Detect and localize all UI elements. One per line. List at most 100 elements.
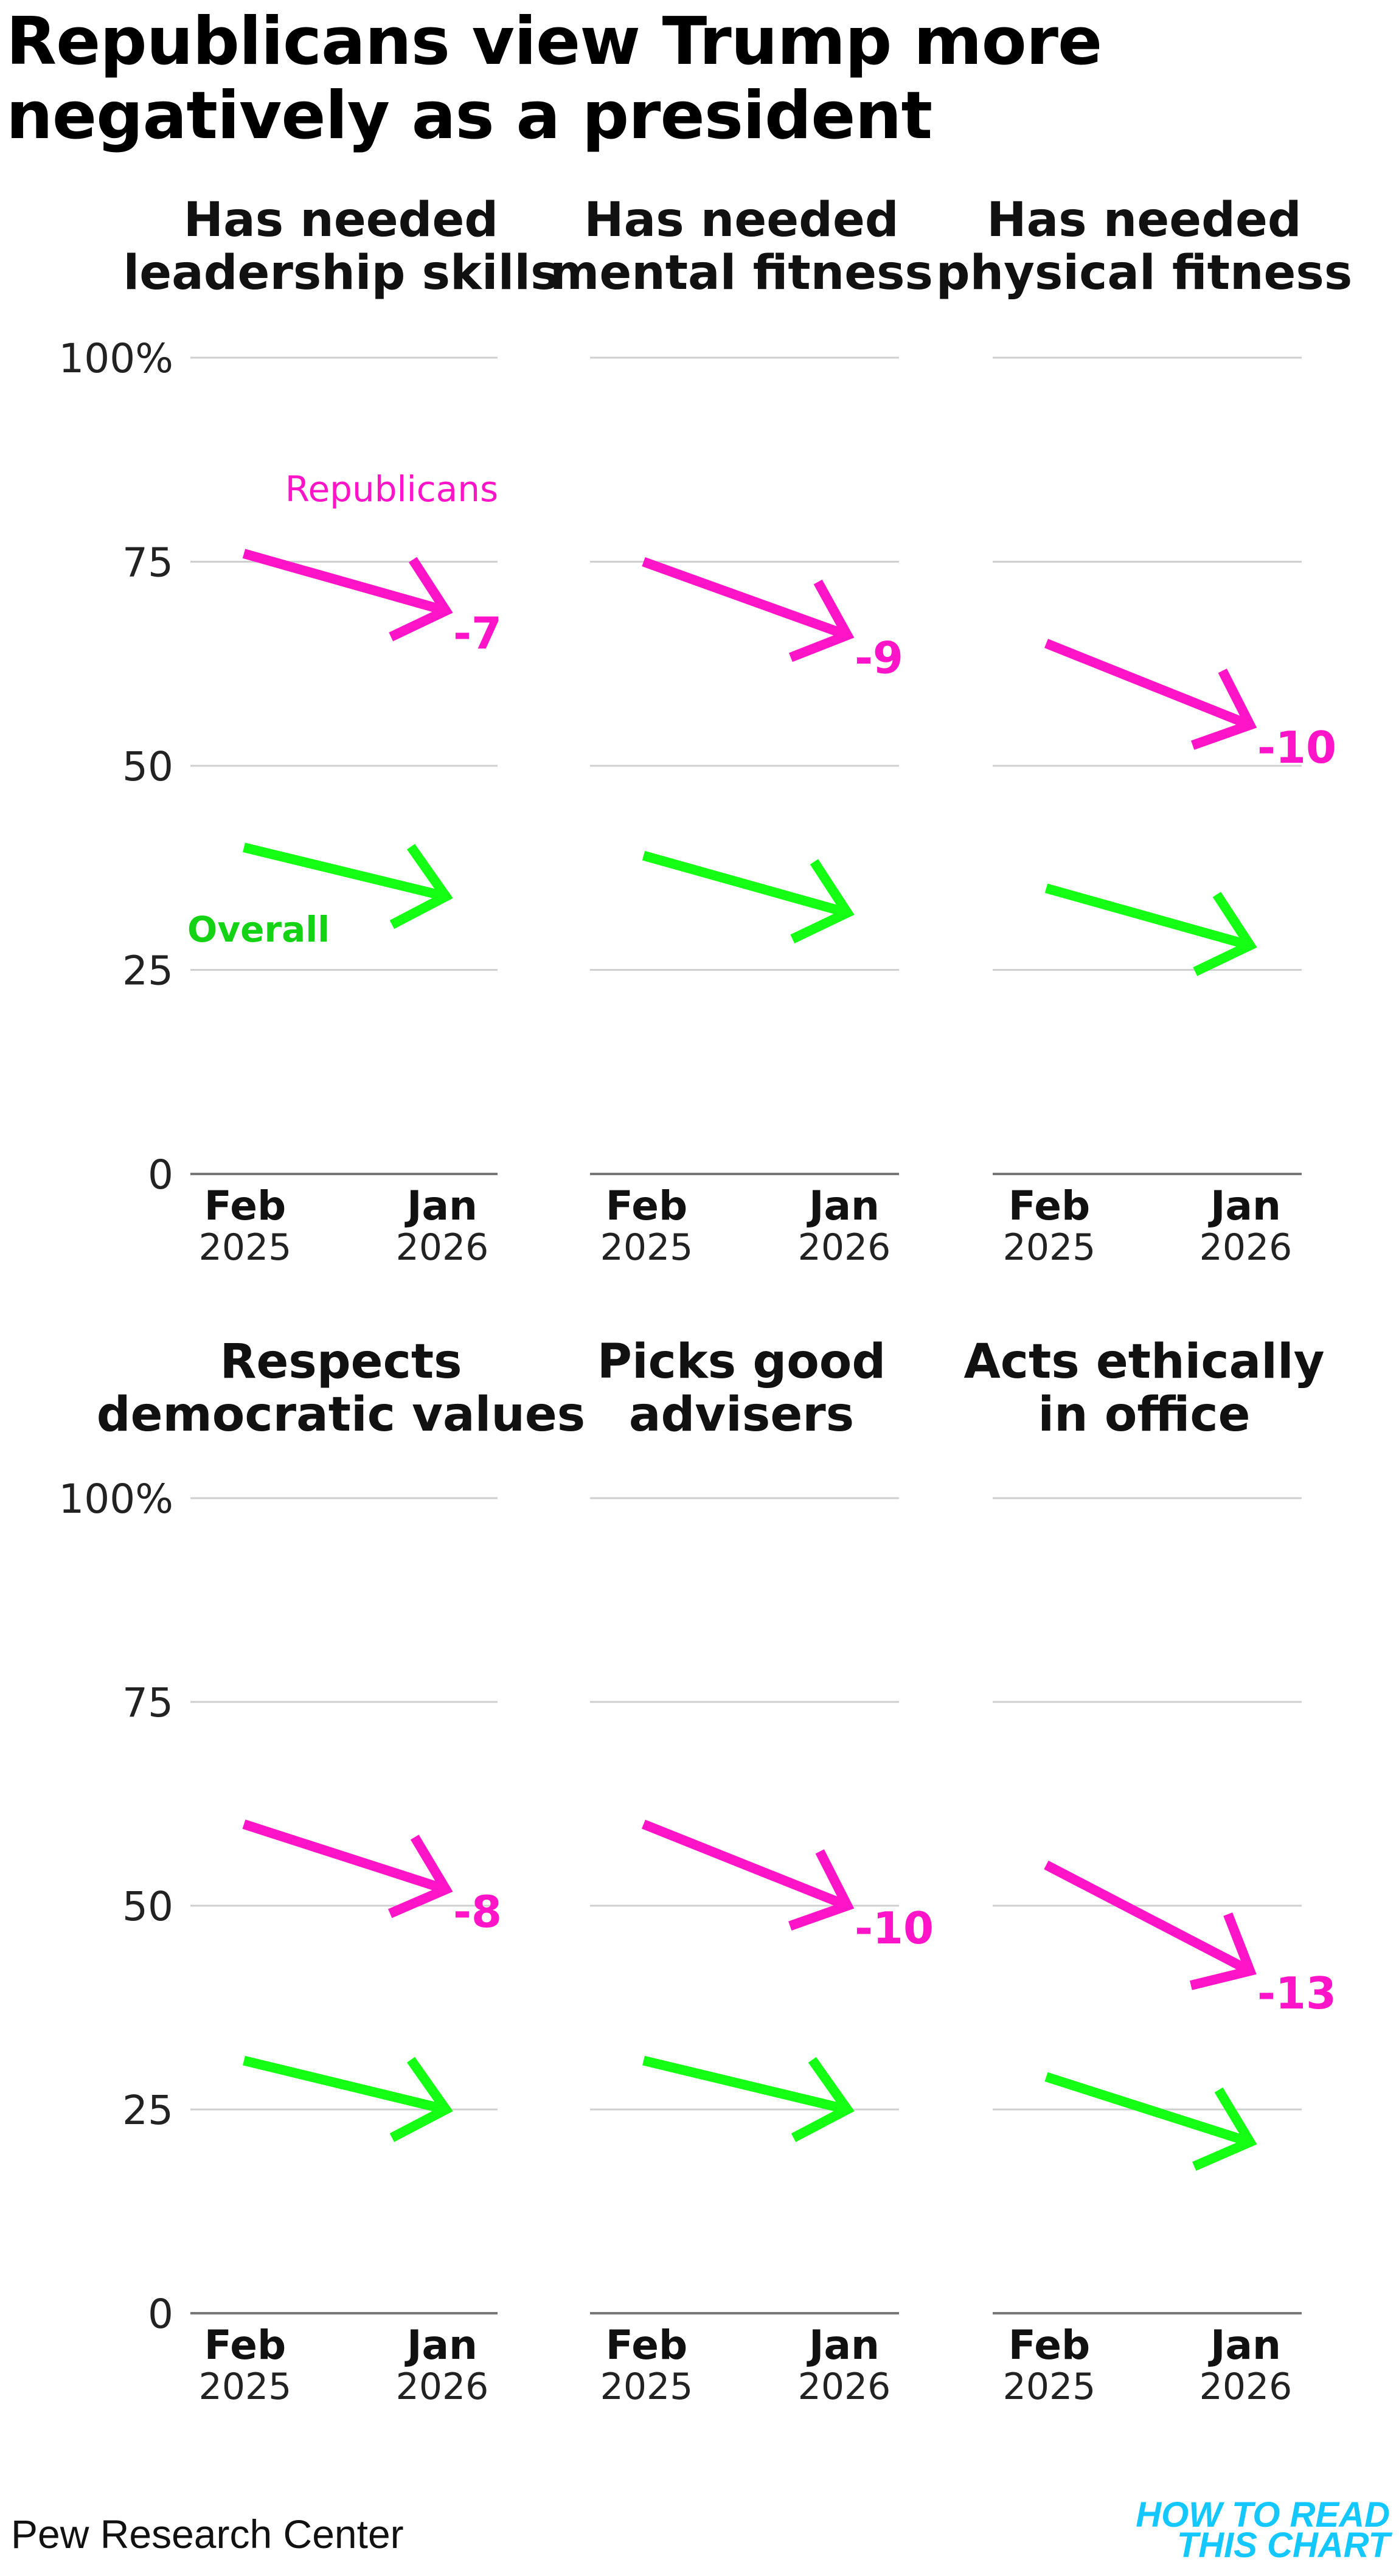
x-tick-year: 2026 <box>396 1226 489 1269</box>
panel-title-line: democratic values <box>97 1387 585 1442</box>
x-tick-year: 2025 <box>600 1226 693 1269</box>
overall-arrow <box>642 2055 855 2142</box>
overall-arrow-head <box>1193 892 1257 976</box>
republicans-arrow <box>242 1819 453 1918</box>
x-tick-year: 2025 <box>199 2366 292 2408</box>
overall-arrow-head <box>790 859 855 943</box>
change-label: -9 <box>855 632 903 683</box>
overall-arrow-head <box>389 844 453 929</box>
x-tick-year: 2026 <box>396 2366 489 2408</box>
change-label: -7 <box>453 608 502 659</box>
panel-title-line: Picks good <box>597 1335 886 1389</box>
y-tick-label: 0 <box>148 1151 173 1198</box>
republicans-arrow-head <box>1191 668 1257 750</box>
overall-arrow-shaft <box>1044 883 1252 950</box>
republicans-arrow-shaft <box>642 557 849 640</box>
x-tick-year: 2026 <box>1199 2366 1293 2408</box>
panel-title-line: physical fitness <box>936 246 1353 300</box>
x-tick-month: Feb <box>1008 1182 1090 1229</box>
y-tick-label: 75 <box>122 1679 173 1726</box>
change-label: -13 <box>1257 1968 1336 2019</box>
x-tick-year: 2026 <box>1199 1226 1293 1269</box>
republicans-arrow-head <box>1189 1912 1257 1990</box>
overall-arrow-shaft <box>642 850 849 918</box>
panel-title-line: Has needed <box>987 193 1301 248</box>
y-tick-label: 50 <box>122 743 173 790</box>
overall-arrow-shaft <box>1044 2072 1252 2147</box>
republicans-arrow <box>642 1819 855 1931</box>
x-tick-year: 2026 <box>798 1226 891 1269</box>
overall-arrow-head <box>1192 2087 1257 2171</box>
overall-arrow-head <box>389 2057 453 2142</box>
x-tick-month: Feb <box>606 1182 687 1229</box>
panel-title-line: Respects <box>220 1335 462 1389</box>
panel-title-line: Has needed <box>584 193 898 248</box>
x-tick-month: Jan <box>807 1182 880 1229</box>
republicans-arrow-head <box>389 557 453 642</box>
x-tick-year: 2025 <box>199 1226 292 1269</box>
x-tick-month: Jan <box>807 2322 880 2369</box>
overall-arrow <box>243 2055 453 2142</box>
legend-republicans: Republicans <box>285 468 498 510</box>
x-tick-month: Feb <box>1008 2322 1090 2369</box>
overall-arrow <box>1044 883 1257 976</box>
republicans-arrow-shaft <box>242 1819 448 1894</box>
x-tick-year: 2026 <box>798 2366 891 2408</box>
x-tick-month: Feb <box>204 2322 286 2369</box>
y-tick-label: 25 <box>122 948 173 995</box>
panel-title-line: Acts ethically <box>963 1335 1324 1389</box>
x-tick-year: 2025 <box>1003 1226 1096 1269</box>
panel-title-line: mental fitness <box>550 246 933 300</box>
source-credit: Pew Research Center <box>11 2512 404 2557</box>
legend-overall: Overall <box>187 909 330 950</box>
panel-title-line: Has needed <box>184 193 498 248</box>
overall-arrow <box>642 850 855 943</box>
x-tick-month: Feb <box>606 2322 687 2369</box>
change-label: -10 <box>855 1903 934 1954</box>
x-tick-year: 2025 <box>1003 2366 1096 2408</box>
republicans-arrow <box>642 557 855 662</box>
republicans-arrow <box>242 549 453 642</box>
x-tick-month: Feb <box>204 1182 286 1229</box>
y-tick-label: 100% <box>58 1476 173 1522</box>
y-tick-label: 50 <box>122 1883 173 1930</box>
overall-arrow-shaft <box>243 2055 447 2114</box>
y-tick-label: 25 <box>122 2087 173 2134</box>
change-label: -10 <box>1257 722 1336 773</box>
change-label: -8 <box>453 1886 502 1937</box>
logo-line-1: HOW TO READ <box>1136 2495 1390 2535</box>
y-tick-label: 75 <box>122 540 173 586</box>
republicans-arrow-shaft <box>1044 639 1252 730</box>
x-tick-month: Jan <box>1208 1182 1281 1229</box>
republicans-arrow <box>1044 1860 1257 1990</box>
chart-title: Republicans view Trump more negatively a… <box>6 4 1102 154</box>
x-tick-month: Jan <box>1208 2322 1281 2369</box>
panel-title-line: leadership skills <box>123 246 558 300</box>
overall-arrow-shaft <box>243 842 447 901</box>
panel-title-line: advisers <box>629 1387 854 1442</box>
republicans-arrow-shaft <box>1044 1860 1252 1976</box>
logo-line-2: THIS CHART <box>1176 2526 1390 2565</box>
overall-arrow-head <box>791 2057 855 2142</box>
republicans-arrow-head <box>788 1849 855 1931</box>
overall-arrow <box>243 842 453 929</box>
x-tick-month: Jan <box>404 2322 477 2369</box>
y-tick-label: 100% <box>58 335 173 382</box>
panel-title-line: in office <box>1038 1387 1250 1442</box>
how-to-read-logo: HOW TO READ THIS CHART <box>1116 2495 1390 2565</box>
overall-arrow <box>1044 2072 1257 2171</box>
y-tick-label: 0 <box>148 2291 173 2338</box>
republicans-arrow-head <box>388 1835 453 1918</box>
republicans-arrow-head <box>788 579 855 662</box>
x-tick-year: 2025 <box>600 2366 693 2408</box>
overall-arrow-shaft <box>642 2055 849 2114</box>
republicans-arrow-shaft <box>642 1819 849 1911</box>
republicans-arrow-shaft <box>242 549 448 616</box>
